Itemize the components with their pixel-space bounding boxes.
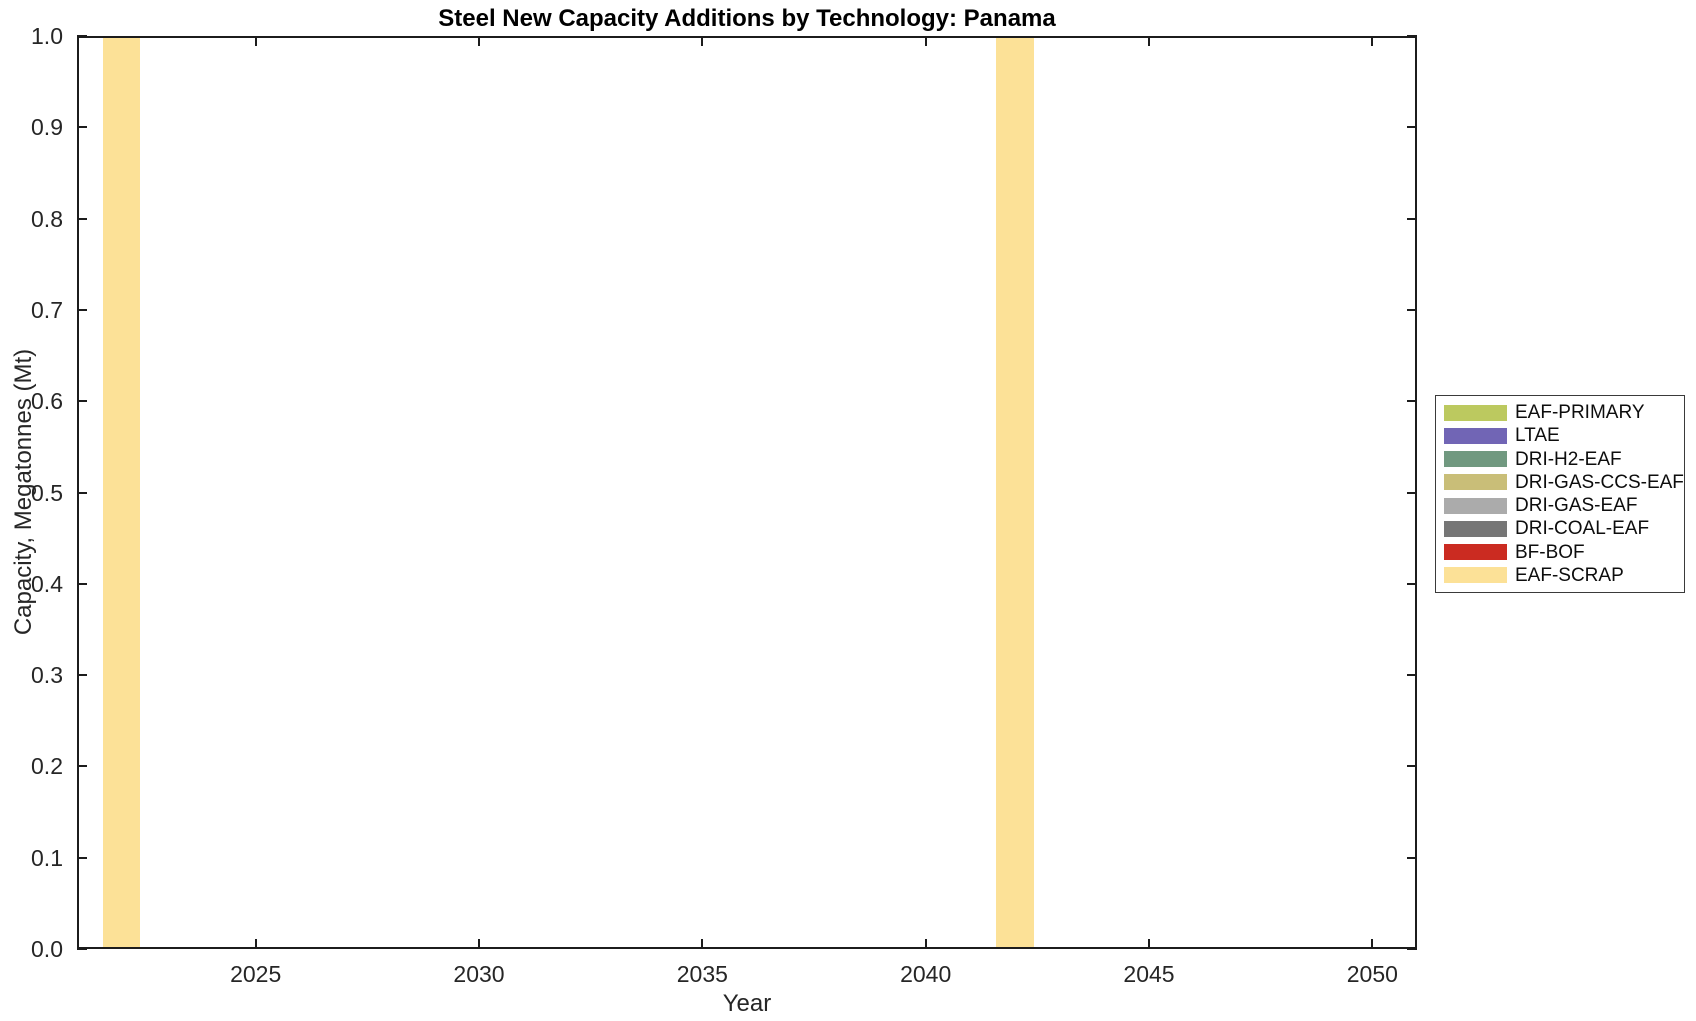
y-tick-mark <box>1407 765 1417 768</box>
bar-eaf-scrap <box>996 38 1034 947</box>
legend-label: DRI-H2-EAF <box>1515 448 1622 470</box>
x-tick-mark <box>478 939 480 949</box>
legend-label: DRI-GAS-EAF <box>1515 495 1638 517</box>
x-tick-mark <box>478 36 480 46</box>
y-tick-label: 0.7 <box>31 296 63 323</box>
y-tick-label: 0.5 <box>31 479 63 506</box>
y-tick-label: 0.1 <box>31 844 63 871</box>
legend-item: BF-BOF <box>1444 543 1680 562</box>
x-tick-label: 2030 <box>453 961 505 987</box>
legend-item: DRI-GAS-CCS-EAF <box>1444 473 1684 492</box>
y-tick-mark <box>77 948 87 950</box>
x-tick-mark <box>924 939 927 949</box>
x-tick-label: 2050 <box>1346 961 1398 987</box>
legend-item: DRI-COAL-EAF <box>1444 519 1680 538</box>
y-tick-label: 0.9 <box>31 114 63 141</box>
chart-title: Steel New Capacity Additions by Technolo… <box>438 5 1056 32</box>
legend-swatch <box>1444 520 1507 537</box>
y-tick-mark <box>1407 491 1417 494</box>
y-tick-mark <box>1407 948 1417 950</box>
legend-item: DRI-H2-EAF <box>1444 450 1680 469</box>
legend: EAF-PRIMARY LTAE DRI-H2-EAF DRI-GAS-CCS-EAF… <box>1435 395 1685 593</box>
legend-swatch <box>1444 404 1507 421</box>
x-tick-mark <box>254 36 257 46</box>
y-tick-mark <box>1407 400 1417 403</box>
y-tick-mark <box>77 765 87 768</box>
x-tick-label: 2045 <box>1123 961 1175 987</box>
x-tick-mark <box>1371 939 1374 949</box>
y-tick-mark <box>1407 582 1417 585</box>
y-tick-mark <box>1407 35 1417 37</box>
x-tick-mark <box>1371 36 1374 46</box>
y-tick-mark <box>77 491 87 494</box>
y-tick-mark <box>1407 217 1417 220</box>
legend-label: DRI-GAS-CCS-EAF <box>1515 471 1684 493</box>
y-tick-label: 0.8 <box>31 205 63 232</box>
y-tick-label: 0.0 <box>31 936 63 962</box>
y-tick-label: 0.3 <box>31 662 63 689</box>
y-tick-mark <box>77 856 87 859</box>
y-tick-mark <box>77 217 87 220</box>
y-tick-label: 0.2 <box>31 753 63 780</box>
legend-label: BF-BOF <box>1515 541 1585 563</box>
legend-swatch <box>1444 451 1507 468</box>
y-tick-mark <box>77 400 87 403</box>
legend-swatch <box>1444 427 1507 444</box>
y-tick-mark <box>77 35 87 37</box>
y-tick-label: 0.6 <box>31 388 63 415</box>
y-tick-mark <box>1407 126 1417 129</box>
y-tick-mark <box>77 582 87 585</box>
legend-swatch <box>1444 567 1507 584</box>
legend-item: LTAE <box>1444 426 1680 445</box>
legend-label: LTAE <box>1515 425 1560 447</box>
legend-item: EAF-PRIMARY <box>1444 403 1680 422</box>
y-tick-mark <box>1407 674 1417 677</box>
y-tick-mark <box>1407 308 1417 311</box>
legend-label: EAF-SCRAP <box>1515 564 1624 586</box>
legend-label: EAF-PRIMARY <box>1515 402 1645 424</box>
y-tick-label: 0.4 <box>31 570 63 597</box>
x-tick-mark <box>924 36 927 46</box>
x-tick-mark <box>701 939 704 949</box>
legend-item: EAF-SCRAP <box>1444 566 1680 585</box>
x-tick-label: 2040 <box>900 961 952 987</box>
x-tick-mark <box>1148 36 1150 46</box>
x-tick-label: 2025 <box>230 961 282 987</box>
legend-swatch <box>1444 497 1507 514</box>
x-tick-mark <box>701 36 704 46</box>
y-tick-mark <box>77 308 87 311</box>
y-tick-mark <box>77 674 87 677</box>
plot-area <box>77 36 1417 949</box>
x-tick-label: 2035 <box>676 961 728 987</box>
bar-eaf-scrap <box>103 38 141 947</box>
y-tick-mark <box>77 126 87 129</box>
y-tick-label: 1.0 <box>31 23 63 49</box>
x-tick-mark <box>254 939 257 949</box>
legend-label: DRI-COAL-EAF <box>1515 518 1650 540</box>
legend-item: DRI-GAS-EAF <box>1444 496 1680 515</box>
legend-swatch <box>1444 544 1507 561</box>
legend-swatch <box>1444 474 1507 491</box>
x-tick-mark <box>1148 939 1150 949</box>
x-axis-label: Year <box>722 990 772 1017</box>
y-tick-mark <box>1407 856 1417 859</box>
